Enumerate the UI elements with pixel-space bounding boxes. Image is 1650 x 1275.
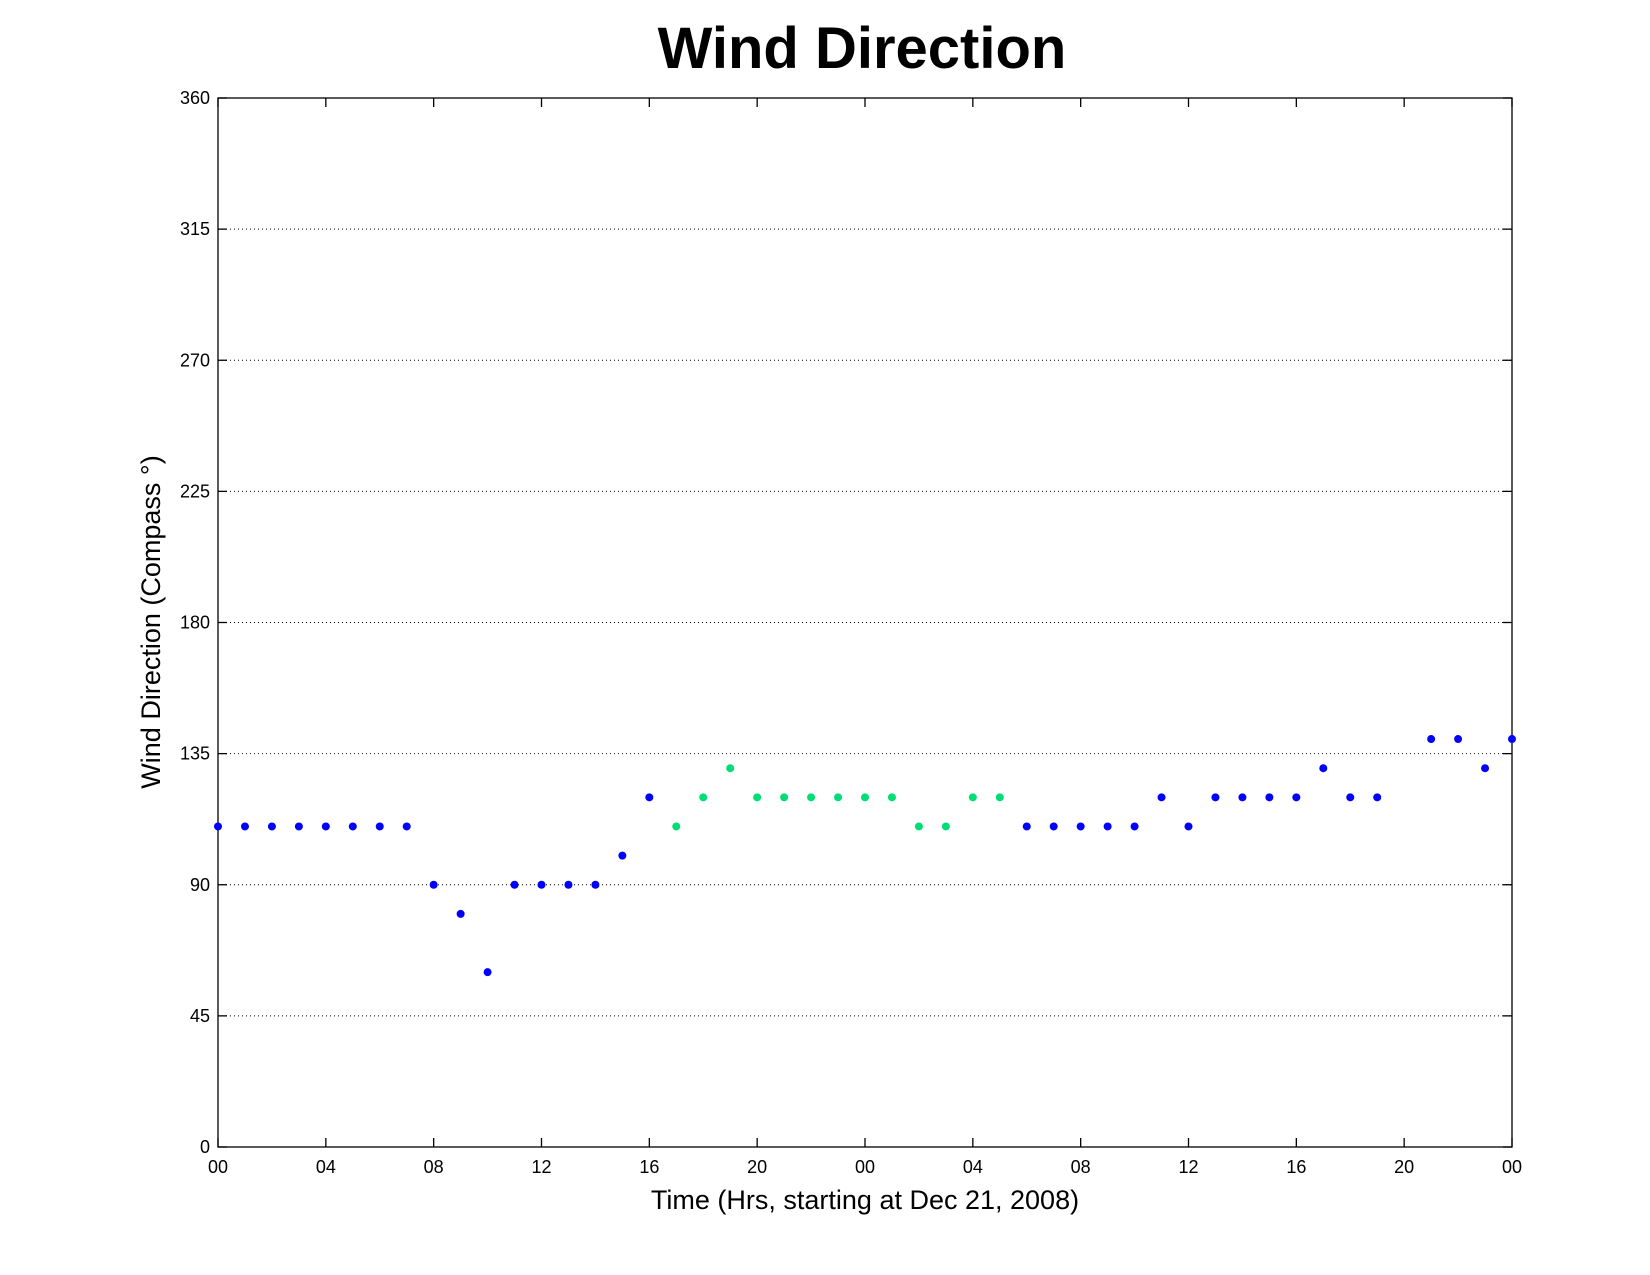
- data-points: [214, 735, 1516, 977]
- data-point: [564, 880, 573, 889]
- data-point: [968, 793, 977, 802]
- data-point: [1184, 822, 1193, 831]
- data-point: [1319, 764, 1328, 773]
- data-point: [375, 822, 384, 831]
- data-point: [1103, 822, 1112, 831]
- data-point: [699, 793, 708, 802]
- x-tick-label: 20: [747, 1157, 767, 1177]
- x-tick-label: 08: [1071, 1157, 1091, 1177]
- y-tick-label: 225: [180, 481, 210, 501]
- y-tick-label: 135: [180, 744, 210, 764]
- y-tick-label: 270: [180, 350, 210, 370]
- data-point: [1076, 822, 1085, 831]
- data-point: [1346, 793, 1355, 802]
- data-point: [1292, 793, 1301, 802]
- x-tick-label: 16: [1286, 1157, 1306, 1177]
- x-tick-label: 12: [1178, 1157, 1198, 1177]
- data-point: [1427, 735, 1436, 744]
- data-point: [753, 793, 762, 802]
- data-point: [645, 793, 654, 802]
- y-tick-label: 315: [180, 219, 210, 239]
- data-point: [1265, 793, 1274, 802]
- data-point: [618, 851, 627, 860]
- data-point: [240, 822, 249, 831]
- data-point: [294, 822, 303, 831]
- x-tick-labels: 00 04 08 12 16 20 00 04 08 12 16 20 00: [208, 1157, 1522, 1177]
- y-axis-label: Wind Direction (Compass °): [136, 455, 166, 788]
- data-point: [348, 822, 357, 831]
- x-tick-label: 16: [639, 1157, 659, 1177]
- data-point: [1049, 822, 1058, 831]
- x-tick-label: 04: [316, 1157, 336, 1177]
- x-tick-label: 04: [963, 1157, 983, 1177]
- data-point: [402, 822, 411, 831]
- data-point: [672, 822, 681, 831]
- data-point: [214, 822, 222, 831]
- y-tick-label: 90: [190, 875, 210, 895]
- data-point: [456, 909, 465, 918]
- data-point: [267, 822, 276, 831]
- y-tick-label: 45: [190, 1006, 210, 1026]
- data-point: [861, 793, 869, 802]
- data-point: [834, 793, 843, 802]
- x-tick-label: 00: [855, 1157, 875, 1177]
- data-point: [807, 793, 816, 802]
- x-tick-label: 08: [424, 1157, 444, 1177]
- y-tick-label: 180: [180, 613, 210, 633]
- data-point: [1454, 735, 1463, 744]
- x-axis-label: Time (Hrs, starting at Dec 21, 2008): [651, 1185, 1079, 1215]
- x-tick-label: 20: [1394, 1157, 1414, 1177]
- chart-title: Wind Direction: [658, 16, 1067, 81]
- data-point: [941, 822, 950, 831]
- plot-frame: [217, 97, 1513, 1148]
- data-point: [914, 822, 923, 831]
- data-point: [1481, 764, 1490, 773]
- x-tick-label: 00: [208, 1157, 228, 1177]
- data-point: [1130, 822, 1139, 831]
- x-tick-label: 00: [1502, 1157, 1522, 1177]
- grid-lines: [218, 228, 1512, 1017]
- data-point: [429, 880, 438, 889]
- data-point: [1211, 793, 1220, 802]
- data-point: [510, 880, 519, 889]
- y-tick-labels: 0 45 90 135 180 225 270 315 360: [180, 88, 210, 1157]
- data-point: [780, 793, 789, 802]
- data-point: [726, 764, 735, 773]
- data-point: [537, 880, 546, 889]
- data-point: [591, 880, 600, 889]
- data-point: [1157, 793, 1166, 802]
- y-tick-label: 360: [180, 88, 210, 108]
- x-tick-label: 12: [531, 1157, 551, 1177]
- data-point: [321, 822, 330, 831]
- data-point: [887, 793, 896, 802]
- data-point: [1508, 735, 1516, 744]
- data-point: [995, 793, 1004, 802]
- data-point: [1238, 793, 1247, 802]
- axis-ticks: [217, 97, 1513, 1148]
- data-point: [1373, 793, 1382, 802]
- data-point: [483, 968, 492, 977]
- data-point: [1022, 822, 1031, 831]
- y-tick-label: 0: [200, 1137, 210, 1157]
